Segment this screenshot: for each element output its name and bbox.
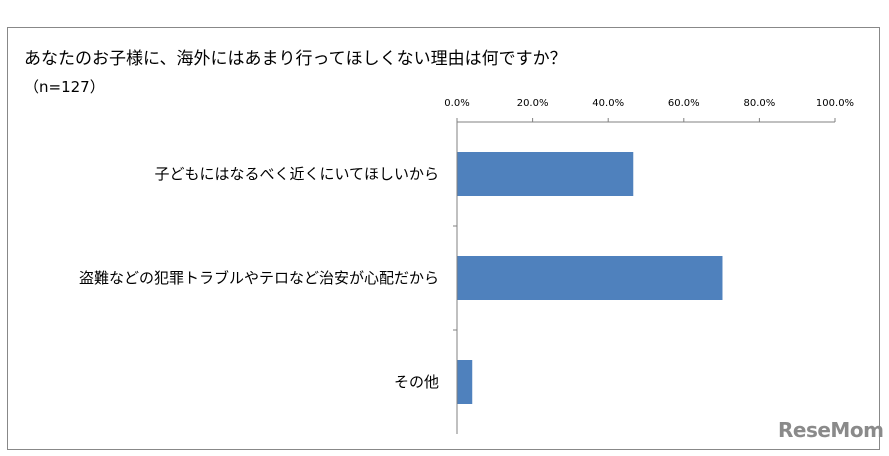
bar — [457, 360, 473, 404]
chart-frame — [7, 27, 880, 450]
x-tick-label: 60.0% — [668, 98, 700, 109]
chart-title: あなたのお子様に、海外にはあまり行ってほしくない理由は何ですか？ — [24, 49, 567, 69]
x-tick-label: 0.0% — [444, 98, 469, 109]
x-tick-label: 20.0% — [517, 98, 549, 109]
category-label: 盗難などの犯罪トラブルやテロなど治安が心配だから — [79, 269, 439, 287]
bar — [457, 152, 634, 196]
sample-size-note: （n=127） — [24, 78, 105, 96]
x-tick-label: 100.0% — [816, 98, 854, 109]
x-tick-label: 40.0% — [592, 98, 624, 109]
x-tick-label: 80.0% — [744, 98, 776, 109]
bar — [457, 256, 723, 300]
category-label: その他 — [394, 373, 439, 391]
category-label: 子どもにはなるべく近くにいてほしいから — [154, 165, 439, 183]
resemom-logo: ReseMom — [778, 418, 884, 442]
